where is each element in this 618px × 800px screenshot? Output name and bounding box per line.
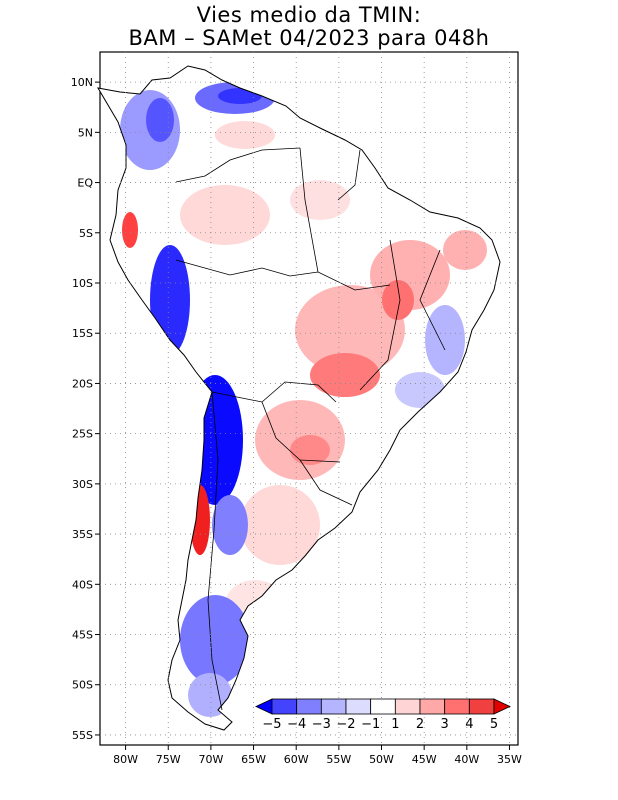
colorbar-label: −3 [312,717,331,732]
bias-patch-northeast-core [382,280,414,320]
colorbar-label: −4 [287,717,306,732]
lon-tick-label: 35W [497,753,522,766]
colorbar-label: −5 [262,717,281,732]
bias-patch-amazon-central [290,180,350,220]
lat-tick-label: 5S [79,227,93,240]
colorbar-bin [394,698,421,715]
colorbar-label: −2 [336,717,355,732]
lat-tick-label: 25S [72,428,93,441]
bias-patch-guiana [215,121,275,149]
lon-tick-label: 65W [241,753,266,766]
bias-patch-bahia [425,305,465,375]
lon-tick-label: 75W [156,753,181,766]
bias-patch-paraguay-core [290,435,330,465]
map-title-line2: BAM – SAMet 04/2023 para 048h [128,26,490,50]
map-title-line1: Vies medio da TMIN: [196,3,422,27]
border-peru-brazil [175,259,319,277]
border-uruguay [299,459,353,506]
lon-tick-label: 50W [369,753,394,766]
bias-patch-andes-central [212,495,248,555]
longitude-axis: 80W 75W 70W 65W 60W 55W 50W 45W 40W 35W [113,745,522,766]
lat-tick-label: 20S [72,377,93,390]
lat-tick-label: 10N [71,76,93,89]
border-bolivia [211,381,337,403]
border-brazil-north [299,147,391,291]
lon-tick-label: 45W [412,753,437,766]
colorbar-label: 1 [391,717,399,732]
colorbar-bin [419,698,446,715]
lon-tick-label: 80W [113,753,138,766]
bias-patch-east-coast [443,230,487,270]
bias-patch-pampas [240,485,320,565]
bias-patch-patagonia [180,595,250,685]
colorbar: −5 −4 −3 −2 −1 1 2 3 4 5 [255,698,511,732]
colorbar-bin [320,698,347,715]
border-paraguay [261,401,341,463]
gridlines [100,52,518,745]
colorbar-bin [296,698,322,715]
colorbar-label: 4 [465,717,473,732]
lat-tick-label: EQ [77,177,93,190]
bias-patch-central-brazil [295,285,405,375]
lon-tick-label: 40W [454,753,479,766]
country-borders [175,147,446,711]
colorbar-label: 5 [490,717,498,732]
lat-tick-label: 55S [72,729,93,742]
bias-patch-ecuador-coast [122,212,138,248]
lon-tick-label: 55W [326,753,351,766]
lon-tick-label: 70W [198,753,223,766]
bias-patch-mato-grosso [310,353,380,397]
colorbar-label: −1 [361,717,380,732]
border-colombia-venezuela [175,147,301,183]
border-brazil-states-1 [359,239,401,391]
colorbar-max-arrow [493,698,511,715]
colorbar-bin [468,698,495,715]
colorbar-bin [444,698,470,715]
border-chile-argentina [207,391,223,711]
lat-tick-label: 50S [72,679,93,692]
latitude-axis: 10N 5N EQ 5S 10S 15S 20S 25S 30S 35S 40S 45S 50S 55S [71,76,100,742]
lat-tick-label: 40S [72,578,93,591]
lat-tick-label: 15S [72,327,93,340]
border-guianas [337,149,361,201]
lat-tick-label: 10S [72,277,93,290]
lat-tick-label: 5N [78,126,93,139]
lat-tick-label: 45S [72,629,93,642]
colorbar-bin [271,698,298,715]
colorbar-bin [345,698,372,715]
colorbar-bin [370,698,396,715]
lat-tick-label: 35S [72,528,93,541]
bias-patch-colombia-core [146,98,174,142]
lon-tick-label: 60W [284,753,309,766]
colorbar-label: 3 [441,717,449,732]
colorbar-label: 2 [416,717,424,732]
bias-patch-amazon-west [180,185,270,245]
lat-tick-label: 30S [72,478,93,491]
border-brazil-states-2 [419,249,446,351]
